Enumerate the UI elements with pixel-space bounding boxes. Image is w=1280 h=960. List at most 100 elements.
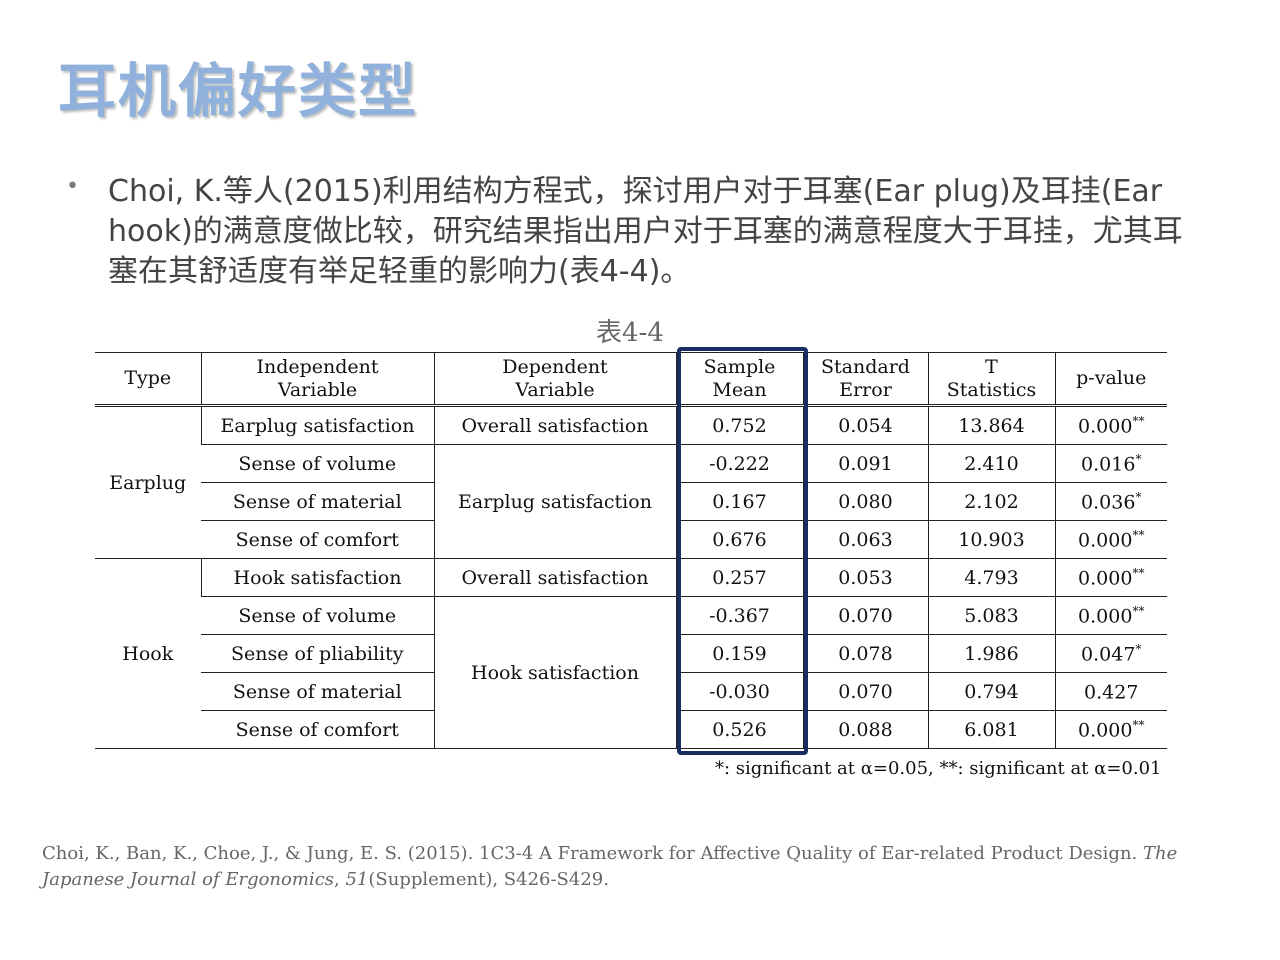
se-cell: 0.070	[802, 596, 928, 635]
reference-journal: The Japanese Journal of Ergonomics	[42, 843, 1178, 890]
table-header-row: Type Independent Variable Dependent Variab…	[95, 352, 1167, 407]
p-value: 0.427	[1084, 681, 1139, 704]
se-cell: 0.053	[802, 558, 928, 597]
mean-cell: -0.222	[675, 444, 803, 483]
se-cell: 0.080	[802, 482, 928, 521]
table-row: Sense of volume Earplug satisfaction -0.…	[95, 444, 1167, 559]
table-footnote: *: significant at α=0.05, **: significan…	[715, 758, 1162, 779]
p-cell: 0.000**	[1054, 596, 1167, 635]
mean-cell: 0.257	[675, 558, 803, 597]
t-cell: 10.903	[927, 520, 1055, 559]
mean-cell: 0.167	[675, 482, 803, 521]
header-t-line2: Statistics	[946, 378, 1037, 401]
mean-cell: 0.676	[675, 520, 803, 559]
sig-mark: **	[1132, 603, 1145, 618]
iv-cell: Sense of volume	[201, 444, 434, 483]
table-row: Sense of comfort 0.526 0.088 6.081 0.000…	[95, 710, 1167, 749]
sig-mark: **	[1132, 413, 1145, 428]
sig-mark: **	[1132, 527, 1145, 542]
p-value: 0.036	[1081, 491, 1136, 514]
reference-sep: ,	[334, 869, 346, 890]
header-se-line2: Error	[839, 378, 892, 401]
header-iv-line1: Independent	[256, 355, 379, 378]
iv-cell: Sense of material	[201, 482, 434, 521]
header-sample-mean: Sample Mean	[675, 352, 803, 407]
sig-mark: *	[1135, 451, 1142, 466]
dv-cell: Overall satisfaction	[433, 405, 676, 445]
type-cell-earplug: Earplug	[95, 405, 201, 559]
p-value: 0.000	[1078, 719, 1133, 742]
t-cell: 2.102	[927, 482, 1055, 521]
header-t-statistics: T Statistics	[927, 352, 1055, 407]
mean-cell: -0.030	[675, 672, 803, 711]
header-iv-line2: Variable	[277, 378, 358, 401]
iv-cell: Sense of comfort	[201, 710, 434, 749]
bullet-text: Choi, K.等人(2015)利用结构方程式，探讨用户对于耳塞(Ear plu…	[108, 174, 1183, 289]
sig-mark: *	[1135, 489, 1142, 504]
sig-mark: **	[1132, 565, 1145, 580]
p-value: 0.000	[1078, 567, 1133, 590]
p-value: 0.000	[1078, 605, 1133, 628]
table-row: Sense of material 0.167 0.080 2.102 0.03…	[95, 482, 1167, 521]
header-se-line1: Standard	[821, 355, 910, 378]
table-row: Sense of comfort 0.676 0.063 10.903 0.00…	[95, 520, 1167, 559]
header-t-line1: T	[985, 355, 998, 378]
header-dv-line2: Variable	[515, 378, 595, 401]
iv-cell: Sense of pliability	[201, 634, 434, 673]
p-cell: 0.000**	[1054, 710, 1167, 749]
mean-cell: 0.526	[675, 710, 803, 749]
iv-cell: Sense of comfort	[201, 520, 434, 559]
se-cell: 0.088	[802, 710, 928, 749]
p-cell: 0.000**	[1054, 520, 1167, 559]
header-dv-line1: Dependent	[502, 355, 608, 378]
header-mean-line1: Sample	[703, 355, 776, 378]
se-cell: 0.091	[802, 444, 928, 483]
p-cell: 0.047*	[1054, 634, 1167, 673]
header-standard-error: Standard Error	[802, 352, 928, 407]
p-value: 0.016	[1081, 453, 1136, 476]
iv-cell: Sense of volume	[201, 596, 434, 635]
p-cell: 0.036*	[1054, 482, 1167, 521]
header-p-value: p-value	[1054, 352, 1167, 407]
p-value: 0.000	[1078, 415, 1133, 438]
header-dependent-variable: Dependent Variable	[433, 352, 676, 407]
t-cell: 6.081	[927, 710, 1055, 749]
reference-citation: Choi, K., Ban, K., Choe, J., & Jung, E. …	[42, 841, 1242, 893]
t-cell: 2.410	[927, 444, 1055, 483]
se-cell: 0.063	[802, 520, 928, 559]
table-row: Sense of pliability 0.159 0.078 1.986 0.…	[95, 634, 1167, 673]
results-table: Type Independent Variable Dependent Variab…	[95, 352, 1167, 749]
reference-volume: 51	[345, 869, 369, 890]
table-row: Sense of volume Hook satisfaction -0.367…	[95, 596, 1167, 749]
mean-cell: -0.367	[675, 596, 803, 635]
table-row: Sense of material -0.030 0.070 0.794 0.4…	[95, 672, 1167, 711]
t-cell: 5.083	[927, 596, 1055, 635]
t-cell: 13.864	[927, 405, 1055, 445]
slide-title: 耳机偏好类型	[58, 57, 419, 125]
se-cell: 0.078	[802, 634, 928, 673]
t-cell: 1.986	[927, 634, 1055, 673]
p-cell: 0.427	[1054, 672, 1167, 711]
p-cell: 0.016*	[1054, 444, 1167, 483]
t-cell: 4.793	[927, 558, 1055, 597]
mean-cell: 0.159	[675, 634, 803, 673]
mean-cell: 0.752	[675, 405, 803, 445]
se-cell: 0.070	[802, 672, 928, 711]
dv-cell-earplug-satisfaction: Earplug satisfaction	[433, 444, 676, 559]
p-cell: 0.000**	[1054, 558, 1167, 597]
se-cell: 0.054	[802, 405, 928, 445]
iv-cell: Earplug satisfaction	[200, 405, 434, 445]
p-cell: 0.000**	[1054, 405, 1167, 445]
header-independent-variable: Independent Variable	[200, 352, 434, 407]
p-value: 0.047	[1081, 643, 1136, 666]
reference-authors: Choi, K., Ban, K., Choe, J., & Jung, E. …	[42, 843, 1143, 864]
p-value: 0.000	[1078, 529, 1133, 552]
sig-mark: *	[1135, 641, 1142, 656]
sig-mark: **	[1132, 717, 1145, 732]
table-caption: 表4-4	[596, 318, 664, 348]
iv-cell: Sense of material	[201, 672, 434, 711]
type-cell-hook: Hook	[95, 558, 201, 749]
table-row: Hook Hook satisfaction Overall satisfact…	[95, 558, 1167, 749]
bullet-dot-icon: •	[66, 174, 79, 199]
table-row: Earplug Earplug satisfaction Overall sat…	[95, 405, 1167, 559]
